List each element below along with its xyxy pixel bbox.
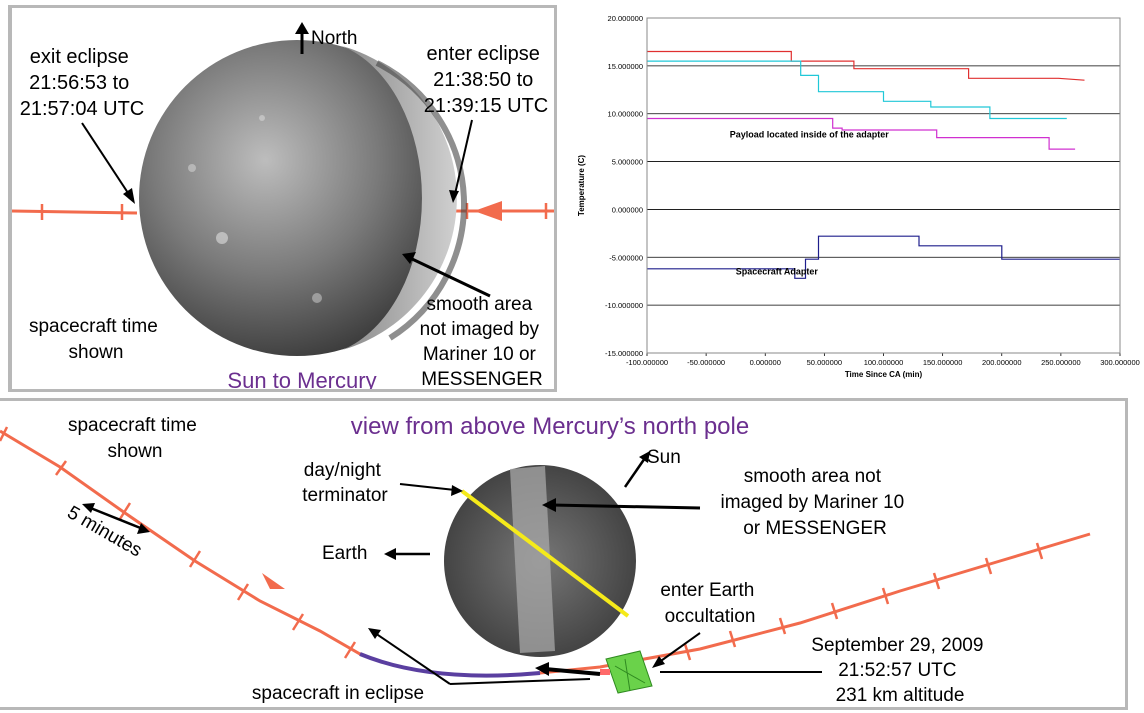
sun-to-mercury-diagram: North exit eclipse 21:56:53 to 21:57:04 … (12, 22, 554, 389)
five-minutes-arrow (82, 503, 150, 534)
x-tick-label: 0.000000 (750, 358, 781, 367)
mercury-globe (139, 40, 467, 356)
y-tick-label: 5.000000 (612, 158, 643, 167)
in-eclipse-label: spacecraft in eclipse (252, 683, 424, 704)
enter-occultation-label: enter Earth occultation (660, 580, 759, 627)
trajectory-ticks (0, 426, 1044, 661)
x-tick-label: 300.000000 (1100, 358, 1140, 367)
in-eclipse-arrow (535, 662, 601, 676)
direction-arrow-icon (474, 201, 502, 221)
chart-annotation: Spacecraft Adapter (736, 267, 819, 277)
enter-occultation-arrow (652, 632, 701, 668)
smooth-area-arrow (542, 498, 701, 512)
exit-eclipse-arrow (81, 122, 135, 204)
temperature-chart-svg: 20.000000 15.000000 10.000000 5.000000 0.000… (577, 14, 1140, 379)
x-tick-label: -100.000000 (626, 358, 668, 367)
y-tick-label: 0.000000 (612, 205, 643, 214)
mercury-globe-top-view (444, 465, 636, 657)
sun-to-mercury-panel: North exit eclipse 21:56:53 to 21:57:04 … (8, 5, 557, 392)
smooth-area-label: smooth area not imaged by Mariner 10 or … (720, 466, 909, 539)
y-axis-label: Temperature (C) (577, 155, 586, 217)
series-line-2 (647, 60, 1067, 120)
x-tick-label: 100.000000 (864, 358, 904, 367)
spacecraft-icon (600, 650, 653, 694)
spacecraft-time-label: spacecraft time shown (68, 415, 202, 462)
smooth-area-strip (510, 466, 555, 653)
series-line-4 (647, 235, 1120, 279)
y-tick-label: 15.000000 (608, 62, 643, 71)
earth-label: Earth (322, 543, 367, 564)
y-tick-label: -5.000000 (609, 253, 643, 262)
x-axis-label: Time Since CA (min) (845, 370, 923, 379)
five-minutes-label: 5 minutes (64, 502, 146, 561)
y-tick-label: -10.000000 (605, 301, 643, 310)
x-tick-label: 50.000000 (807, 358, 842, 367)
north-pole-view-diagram: view from above Mercury’s north pole (0, 413, 1091, 706)
eclipse-segment (359, 652, 541, 678)
x-tick-label: -50.000000 (687, 358, 725, 367)
y-tick-label: 20.000000 (608, 14, 643, 23)
plot-area-frame (646, 17, 1121, 354)
north-arrow (295, 22, 309, 54)
y-tick-label: 10.000000 (608, 110, 643, 119)
date-block: September 29, 2009 21:52:57 UTC 231 km a… (811, 635, 988, 706)
smooth-area-label: smooth area not imaged by Mariner 10 or … (420, 294, 545, 389)
terminator-line (460, 489, 630, 618)
enter-eclipse-arrow (449, 119, 473, 203)
terminator-arrow (399, 483, 463, 496)
chart-annotation: Payload located inside of the adapter (730, 130, 890, 140)
view-title: view from above Mercury’s north pole (351, 413, 749, 440)
earth-arrow (384, 548, 430, 560)
y-tick-label: -15.000000 (605, 349, 643, 358)
series-line-1 (647, 50, 1085, 81)
panel-caption: Sun to Mercury (227, 368, 376, 389)
sun-label: Sun (647, 447, 681, 468)
temperature-chart: 20.000000 15.000000 10.000000 5.000000 0.000… (570, 5, 1140, 390)
direction-arrow-icon (262, 573, 285, 589)
x-tick-label: 150.000000 (923, 358, 963, 367)
sun-arrow (623, 451, 650, 488)
x-tick-label: 250.000000 (1041, 358, 1081, 367)
north-pole-view-panel: view from above Mercury’s north pole (0, 398, 1128, 710)
terminator-label: day/night terminator (302, 460, 388, 506)
smooth-area-arrow (402, 252, 491, 298)
enter-eclipse-label: enter eclipse 21:38:50 to 21:39:15 UTC (424, 43, 549, 117)
smooth-area-crescent (342, 46, 457, 350)
series-line-3 (647, 117, 1076, 150)
trajectory-line (12, 201, 554, 221)
exit-eclipse-label: exit eclipse 21:56:53 to 21:57:04 UTC (20, 46, 145, 120)
spacecraft-time-label: spacecraft time shown (29, 316, 163, 363)
north-label: North (311, 28, 357, 49)
in-eclipse-arrows (368, 628, 591, 685)
x-tick-label: 200.000000 (982, 358, 1022, 367)
